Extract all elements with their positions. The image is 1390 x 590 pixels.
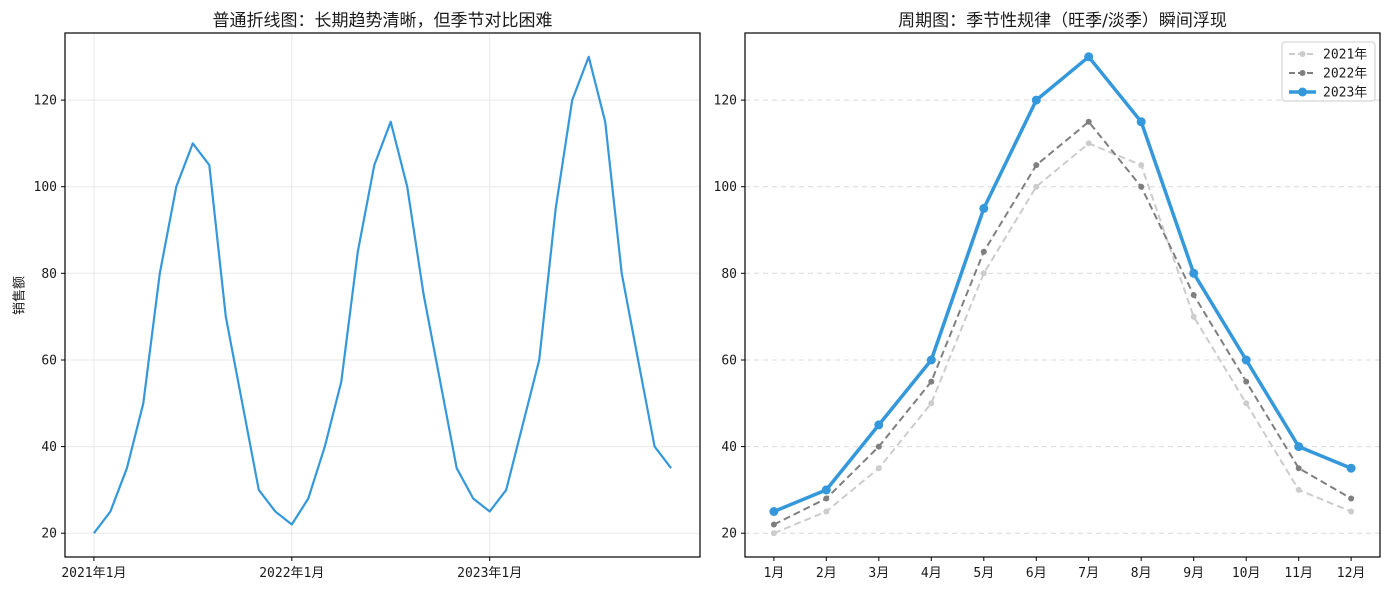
data-point-2021年-11 <box>1295 486 1302 493</box>
data-point-2023年-1 <box>769 507 779 516</box>
data-point-2021年-2 <box>823 508 830 515</box>
data-point-2021年-12 <box>1348 508 1355 515</box>
x-tick-label: 10月 <box>1232 566 1261 581</box>
axes-frame <box>744 32 1381 558</box>
data-point-2023年-5 <box>979 203 989 213</box>
data-point-2021年-3 <box>875 465 882 472</box>
legend-label-2023年: 2023年 <box>1323 86 1367 101</box>
x-tick-label: 9月 <box>1183 566 1204 581</box>
series-line-销售额 <box>93 55 672 534</box>
legend-sample-marker-2022年 <box>1299 70 1306 76</box>
x-tick-label: 2023年1月 <box>457 566 522 581</box>
x-tick-label: 2月 <box>816 566 837 581</box>
data-point-2023年-2 <box>821 485 831 495</box>
series-line-2023年 <box>773 55 1352 514</box>
axes-frame <box>64 32 701 558</box>
y-tick-label: 100 <box>714 180 737 195</box>
y-tick-label: 20 <box>721 527 737 542</box>
data-point-2022年-9 <box>1190 292 1197 298</box>
data-point-2021年-9 <box>1190 313 1197 320</box>
x-tick-label: 3月 <box>868 566 889 581</box>
data-point-2022年-6 <box>1033 162 1040 169</box>
data-point-2021年-6 <box>1033 183 1040 190</box>
data-point-2022年-2 <box>823 495 830 502</box>
x-tick-label: 7月 <box>1078 566 1099 581</box>
y-tick-label: 120 <box>714 94 737 109</box>
data-point-2023年-10 <box>1241 355 1251 365</box>
series-line-2021年 <box>773 142 1352 535</box>
data-point-2021年-7 <box>1085 140 1092 147</box>
x-tick-label: 2022年1月 <box>259 566 324 581</box>
y-tick-label: 120 <box>34 94 57 109</box>
data-point-2022年-8 <box>1138 183 1145 190</box>
y-tick-label: 40 <box>721 440 737 455</box>
y-tick-label: 60 <box>721 354 737 369</box>
legend-label-2021年: 2021年 <box>1323 48 1367 63</box>
legend-label-2022年: 2022年 <box>1323 67 1367 82</box>
x-tick-label: 8月 <box>1131 566 1152 581</box>
data-point-2022年-10 <box>1243 378 1250 385</box>
legend-sample-marker-2021年 <box>1299 51 1306 57</box>
data-point-2021年-8 <box>1138 162 1145 169</box>
x-tick-label: 5月 <box>973 566 994 581</box>
y-tick-label: 80 <box>41 267 57 282</box>
x-tick-label: 2021年1月 <box>61 566 126 581</box>
right-chart-title: 周期图：季节性规律（旺季/淡季）瞬间浮现 <box>898 11 1227 31</box>
x-tick-label: 4月 <box>921 566 942 581</box>
legend-box <box>1281 41 1376 102</box>
data-point-2022年-7 <box>1085 118 1092 125</box>
data-point-2023年-3 <box>874 420 884 430</box>
data-point-2022年-5 <box>980 248 987 255</box>
data-point-2023年-7 <box>1084 52 1094 62</box>
y-tick-label: 80 <box>721 267 737 282</box>
data-point-2022年-11 <box>1295 465 1302 472</box>
data-point-2023年-9 <box>1189 268 1199 278</box>
data-point-2022年-3 <box>875 443 882 450</box>
data-point-2023年-6 <box>1031 95 1041 105</box>
y-tick-label: 20 <box>41 527 57 542</box>
y-tick-label: 100 <box>34 180 57 195</box>
series-line-2022年 <box>773 120 1352 526</box>
data-point-2021年-1 <box>770 530 777 537</box>
data-point-2022年-12 <box>1348 495 1355 502</box>
data-point-2022年-1 <box>770 521 777 528</box>
x-tick-label: 12月 <box>1337 566 1366 581</box>
left-chart-title: 普通折线图：长期趋势清晰，但季节对比困难 <box>212 11 553 31</box>
x-tick-label: 1月 <box>763 566 784 581</box>
data-point-2021年-10 <box>1243 400 1250 407</box>
data-point-2021年-4 <box>928 400 935 407</box>
data-point-2021年-5 <box>980 270 987 277</box>
data-point-2023年-12 <box>1346 463 1356 473</box>
data-point-2023年-11 <box>1294 442 1304 452</box>
x-tick-label: 11月 <box>1284 566 1313 581</box>
y-tick-label: 60 <box>41 354 57 369</box>
legend-sample-marker-2023年 <box>1298 87 1307 97</box>
x-tick-label: 6月 <box>1026 566 1047 581</box>
data-point-2023年-4 <box>926 355 936 365</box>
y-tick-label: 40 <box>41 440 57 455</box>
data-point-2022年-4 <box>928 378 935 385</box>
data-point-2023年-8 <box>1136 117 1146 127</box>
